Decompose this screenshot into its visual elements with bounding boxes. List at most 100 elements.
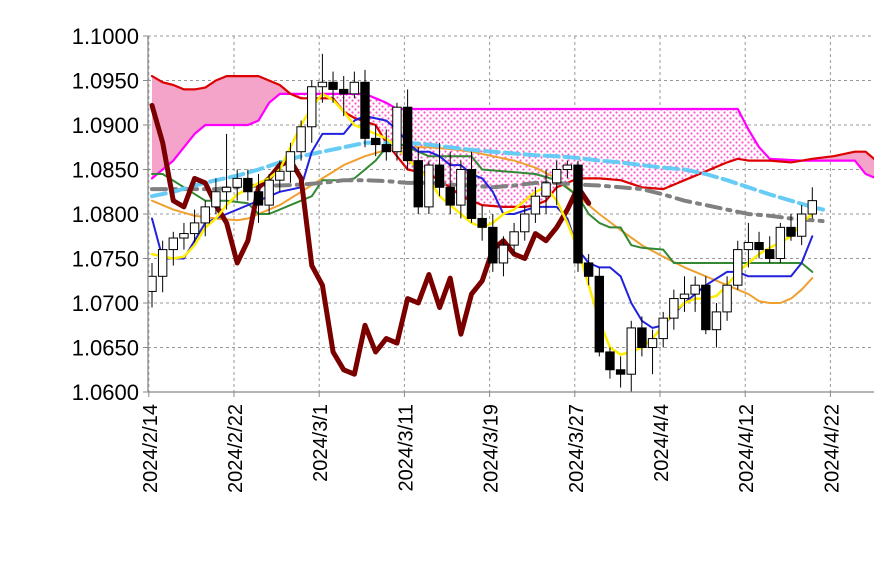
x-tick-label: 2024/2/14	[140, 404, 162, 493]
candle-body	[765, 249, 775, 260]
candle-body	[253, 191, 264, 206]
candle-body	[466, 169, 477, 219]
cloud-bullish-area	[152, 76, 292, 179]
candle	[456, 160, 466, 219]
candle-body	[157, 249, 168, 277]
candle	[200, 200, 210, 237]
candle-body	[796, 213, 807, 237]
candle-body	[275, 170, 285, 181]
candle	[701, 276, 711, 335]
candle-body	[392, 106, 402, 153]
candle	[328, 71, 338, 103]
candle	[541, 169, 551, 214]
candle	[562, 160, 573, 179]
candle-body	[424, 164, 434, 208]
candle	[232, 169, 242, 201]
candle-body	[370, 137, 381, 146]
candle	[711, 303, 722, 348]
candle	[807, 187, 817, 219]
candle-body	[328, 81, 338, 90]
line-ma-skyblue	[150, 140, 825, 212]
candle	[754, 231, 764, 259]
candle	[796, 205, 807, 246]
candle	[679, 276, 690, 312]
candle	[445, 151, 455, 214]
candle	[615, 356, 626, 388]
candle-body	[148, 275, 157, 292]
candle	[637, 316, 647, 357]
candle	[349, 71, 360, 99]
candle	[786, 214, 796, 241]
candle	[317, 53, 328, 103]
candle	[743, 222, 754, 268]
candlesticks	[148, 53, 817, 392]
x-tick-label: 2024/3/11	[395, 404, 417, 492]
candle-body	[658, 317, 668, 340]
line-ma-long	[151, 146, 814, 304]
candle-body	[445, 186, 455, 206]
candle-body	[200, 206, 210, 224]
candle	[424, 160, 434, 214]
candle-body	[488, 226, 498, 264]
candle-body	[168, 237, 179, 251]
candle	[157, 240, 168, 293]
y-tick-label: 1.0750	[72, 247, 139, 272]
candle-body	[285, 151, 296, 172]
y-tick-label: 1.0900	[72, 113, 139, 138]
candle	[722, 276, 732, 321]
line-tenkan	[151, 115, 814, 329]
candle-body	[615, 369, 626, 375]
candle-body	[296, 126, 306, 153]
candle-body	[583, 262, 594, 277]
candle-body	[232, 177, 242, 188]
candle	[381, 129, 392, 161]
candle-body	[690, 284, 700, 295]
candle-body	[477, 217, 487, 228]
candle-body	[402, 106, 413, 162]
x-tick-label: 2024/3/27	[566, 404, 588, 493]
candle	[733, 240, 743, 290]
y-tick-label: 1.1000	[72, 24, 139, 49]
candle-body	[456, 169, 466, 206]
candle	[296, 120, 306, 161]
candle	[307, 80, 317, 143]
y-tick-label: 1.0950	[72, 69, 139, 94]
candle	[370, 125, 381, 157]
candle-body	[807, 200, 817, 215]
candle	[498, 236, 509, 277]
candle	[477, 205, 487, 241]
candle	[488, 214, 498, 272]
candle	[179, 222, 189, 250]
candle	[626, 320, 636, 392]
candle	[594, 267, 604, 357]
candle	[583, 254, 594, 286]
candle-body	[520, 213, 530, 233]
candle-body	[211, 191, 221, 208]
line-kijun	[151, 141, 814, 273]
x-tick-label: 2024/2/22	[225, 404, 247, 493]
candle-body	[786, 226, 796, 237]
candle	[530, 187, 541, 223]
candle	[285, 142, 296, 183]
candle	[360, 69, 370, 148]
candle-body	[562, 164, 573, 171]
candle-body	[509, 231, 519, 246]
candle	[211, 178, 221, 214]
candle-body	[349, 81, 360, 95]
candle-body	[264, 179, 274, 206]
candle-body	[733, 249, 743, 286]
candle	[552, 160, 562, 206]
candle-body	[307, 86, 317, 128]
candle-body	[594, 275, 604, 353]
candle-body	[669, 298, 679, 319]
candle-body	[541, 182, 551, 197]
candle	[243, 169, 253, 201]
line-senkou-b	[150, 92, 874, 180]
candle	[189, 209, 200, 243]
cloud-bearish-area	[291, 93, 802, 207]
x-tick-label: 2024/3/19	[481, 404, 503, 493]
candle-body	[552, 169, 562, 184]
candle-body	[605, 351, 615, 371]
candle-body	[743, 241, 754, 251]
candle-body	[381, 144, 392, 153]
